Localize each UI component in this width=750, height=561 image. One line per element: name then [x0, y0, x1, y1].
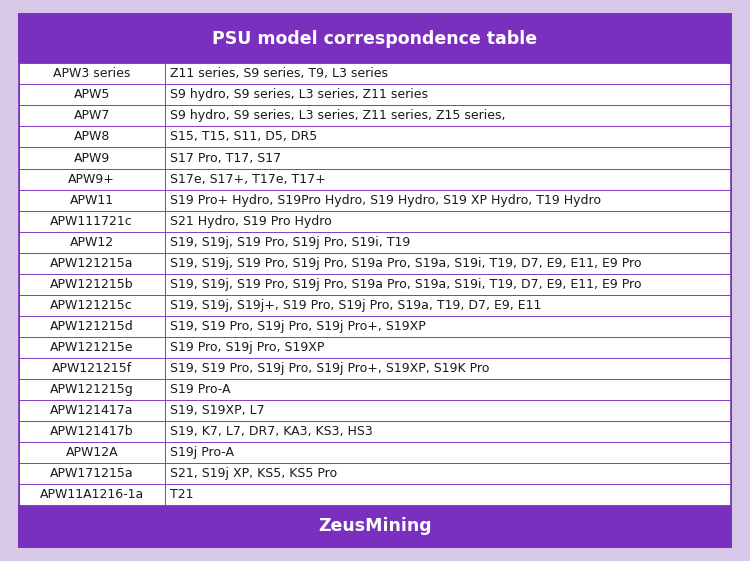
Text: Z11 series, S9 series, T9, L3 series: Z11 series, S9 series, T9, L3 series: [170, 67, 388, 80]
Bar: [165, 232, 731, 252]
Text: S19 Pro-A: S19 Pro-A: [170, 383, 230, 396]
Text: S9 hydro, S9 series, L3 series, Z11 series: S9 hydro, S9 series, L3 series, Z11 seri…: [170, 89, 428, 102]
Bar: [165, 168, 731, 190]
Text: S19, S19j, S19 Pro, S19j Pro, S19a Pro, S19a, S19i, T19, D7, E9, E11, E9 Pro: S19, S19j, S19 Pro, S19j Pro, S19a Pro, …: [170, 278, 641, 291]
Text: S19, S19j, S19 Pro, S19j Pro, S19a Pro, S19a, S19i, T19, D7, E9, E11, E9 Pro: S19, S19j, S19 Pro, S19j Pro, S19a Pro, …: [170, 256, 641, 270]
Bar: [165, 358, 731, 379]
Text: S9 hydro, S9 series, L3 series, Z11 series, Z15 series,: S9 hydro, S9 series, L3 series, Z11 seri…: [170, 109, 506, 122]
Text: S21, S19j XP, KS5, KS5 Pro: S21, S19j XP, KS5, KS5 Pro: [170, 467, 338, 480]
Bar: [19, 316, 165, 337]
Bar: [19, 252, 165, 274]
Bar: [19, 463, 165, 484]
Bar: [165, 463, 731, 484]
Text: S19 Pro+ Hydro, S19Pro Hydro, S19 Hydro, S19 XP Hydro, T19 Hydro: S19 Pro+ Hydro, S19Pro Hydro, S19 Hydro,…: [170, 194, 601, 206]
Text: S19, S19j, S19j+, S19 Pro, S19j Pro, S19a, T19, D7, E9, E11: S19, S19j, S19j+, S19 Pro, S19j Pro, S19…: [170, 298, 542, 312]
Bar: [19, 400, 165, 421]
Bar: [19, 442, 165, 463]
Bar: [19, 168, 165, 190]
Text: APW11: APW11: [70, 194, 114, 206]
Bar: [165, 442, 731, 463]
Text: APW111721c: APW111721c: [50, 214, 134, 228]
Text: S19, S19j, S19 Pro, S19j Pro, S19i, T19: S19, S19j, S19 Pro, S19j Pro, S19i, T19: [170, 236, 410, 249]
Text: S21 Hydro, S19 Pro Hydro: S21 Hydro, S19 Pro Hydro: [170, 214, 332, 228]
Text: APW171215a: APW171215a: [50, 467, 134, 480]
Bar: [165, 316, 731, 337]
Text: S17 Pro, T17, S17: S17 Pro, T17, S17: [170, 151, 281, 164]
Text: APW121215a: APW121215a: [50, 256, 134, 270]
Text: ZeusMining: ZeusMining: [318, 517, 432, 535]
Bar: [19, 505, 731, 547]
Text: APW121417b: APW121417b: [50, 425, 134, 438]
Text: APW121215f: APW121215f: [52, 362, 132, 375]
Bar: [19, 190, 165, 210]
Text: APW121417a: APW121417a: [50, 404, 134, 417]
Text: APW12: APW12: [70, 236, 114, 249]
Text: APW3 series: APW3 series: [53, 67, 130, 80]
Bar: [165, 295, 731, 316]
Bar: [165, 105, 731, 126]
Bar: [19, 105, 165, 126]
Bar: [19, 210, 165, 232]
Text: APW9: APW9: [74, 151, 110, 164]
Bar: [19, 421, 165, 442]
Text: APW11A1216-1a: APW11A1216-1a: [40, 488, 144, 501]
Text: APW12A: APW12A: [65, 446, 118, 459]
Text: S19, S19XP, L7: S19, S19XP, L7: [170, 404, 265, 417]
Text: S19, S19 Pro, S19j Pro, S19j Pro+, S19XP: S19, S19 Pro, S19j Pro, S19j Pro+, S19XP: [170, 320, 426, 333]
Bar: [19, 274, 165, 295]
Bar: [165, 252, 731, 274]
Bar: [19, 295, 165, 316]
Text: S17e, S17+, T17e, T17+: S17e, S17+, T17e, T17+: [170, 173, 326, 186]
Bar: [165, 63, 731, 84]
Text: PSU model correspondence table: PSU model correspondence table: [212, 30, 538, 48]
Text: S19, S19 Pro, S19j Pro, S19j Pro+, S19XP, S19K Pro: S19, S19 Pro, S19j Pro, S19j Pro+, S19XP…: [170, 362, 490, 375]
Text: APW5: APW5: [74, 89, 110, 102]
Text: APW121215g: APW121215g: [50, 383, 134, 396]
Bar: [165, 148, 731, 168]
Bar: [165, 84, 731, 105]
Bar: [165, 379, 731, 400]
Text: S15, T15, S11, D5, DR5: S15, T15, S11, D5, DR5: [170, 131, 317, 144]
Bar: [19, 126, 165, 148]
Text: APW8: APW8: [74, 131, 110, 144]
Text: APW121215c: APW121215c: [50, 298, 134, 312]
Bar: [19, 14, 731, 63]
Text: APW121215e: APW121215e: [50, 341, 134, 354]
Bar: [19, 232, 165, 252]
Text: S19, K7, L7, DR7, KA3, KS3, HS3: S19, K7, L7, DR7, KA3, KS3, HS3: [170, 425, 373, 438]
Text: APW9+: APW9+: [68, 173, 116, 186]
Bar: [165, 337, 731, 358]
Bar: [19, 337, 165, 358]
Bar: [165, 400, 731, 421]
Text: S19j Pro-A: S19j Pro-A: [170, 446, 234, 459]
Text: APW7: APW7: [74, 109, 110, 122]
Bar: [19, 148, 165, 168]
Bar: [19, 358, 165, 379]
Bar: [165, 126, 731, 148]
Bar: [19, 84, 165, 105]
Bar: [165, 190, 731, 210]
Text: S19 Pro, S19j Pro, S19XP: S19 Pro, S19j Pro, S19XP: [170, 341, 325, 354]
Bar: [19, 484, 165, 505]
Text: T21: T21: [170, 488, 194, 501]
Bar: [165, 274, 731, 295]
Bar: [165, 210, 731, 232]
Bar: [19, 63, 165, 84]
Text: APW121215b: APW121215b: [50, 278, 134, 291]
Text: APW121215d: APW121215d: [50, 320, 134, 333]
Bar: [165, 421, 731, 442]
Bar: [165, 484, 731, 505]
Bar: [19, 379, 165, 400]
